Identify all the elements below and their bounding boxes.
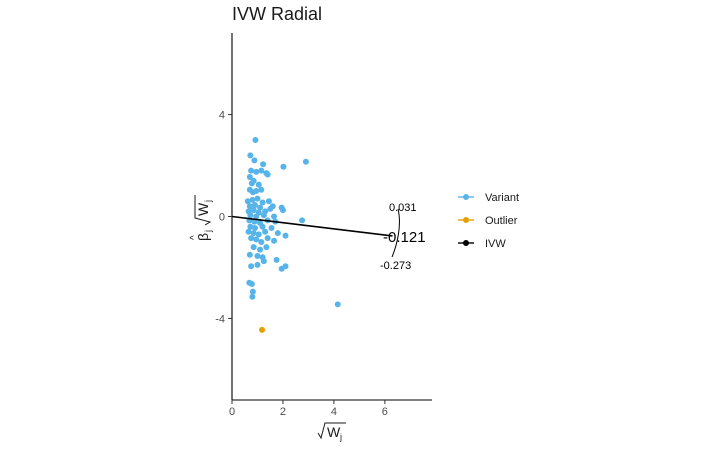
variant-point — [253, 236, 260, 243]
ivw-annotations: 0.031 -0.121 -0.273 — [380, 202, 426, 272]
svg-text:j: j — [203, 230, 213, 233]
variant-point — [248, 235, 255, 242]
chart-title: IVW Radial — [232, 4, 322, 24]
variant-point — [250, 244, 257, 251]
variant-point — [255, 181, 262, 188]
y-tick-label: 0 — [219, 212, 225, 224]
variant-point — [258, 167, 265, 174]
variant-point — [251, 202, 258, 209]
variant-point — [274, 230, 281, 237]
variant-point — [248, 281, 255, 288]
variant-point — [260, 161, 267, 168]
svg-text:W: W — [195, 202, 211, 216]
variant-point — [259, 223, 266, 230]
variant-point — [260, 212, 267, 219]
variant-point — [257, 204, 264, 211]
variant-point — [258, 186, 265, 193]
ticks: 0 2 4 6 -4 0 4 — [215, 110, 388, 418]
variant-point — [259, 199, 266, 206]
legend-key-dot — [463, 217, 469, 223]
variant-point — [262, 228, 269, 235]
variant-point — [251, 224, 258, 231]
variant-point — [254, 261, 261, 268]
variant-point — [279, 207, 286, 214]
legend-label: Variant — [485, 192, 519, 204]
variant-point — [250, 207, 257, 214]
variant-point — [246, 251, 253, 258]
points — [244, 137, 341, 333]
variant-point — [265, 198, 272, 205]
upper-ci-label: 0.031 — [389, 202, 417, 214]
ci-arc — [391, 208, 400, 258]
variant-point — [264, 235, 271, 242]
variant-point — [302, 158, 309, 165]
y-tick-label: 4 — [219, 110, 225, 122]
variant-point — [299, 217, 306, 224]
estimate-label: -0.121 — [383, 229, 426, 246]
variant-point — [282, 263, 289, 270]
variant-point — [257, 246, 264, 253]
legend: Variant Outlier IVW — [458, 192, 519, 250]
variant-point — [264, 171, 271, 178]
svg-text:β: β — [195, 233, 211, 241]
lower-ci-label: -0.273 — [380, 260, 411, 272]
variant-point — [246, 173, 253, 180]
svg-text:j: j — [339, 432, 342, 442]
variant-point — [249, 189, 256, 196]
variant-point — [271, 213, 278, 220]
variant-point — [247, 223, 254, 230]
variant-point — [249, 293, 256, 300]
y-tick-label: -4 — [215, 313, 225, 325]
variant-point — [282, 232, 289, 239]
variant-point — [334, 301, 341, 308]
legend-label: IVW — [485, 238, 506, 250]
svg-text:W: W — [327, 424, 341, 440]
x-tick-label: 4 — [331, 406, 337, 418]
variant-point — [267, 205, 274, 212]
variant-point — [251, 157, 258, 164]
ivw-layer — [231, 215, 393, 237]
variant-point — [245, 228, 252, 235]
x-axis-title: W j — [317, 422, 346, 442]
variant-point — [248, 167, 255, 174]
variant-point — [263, 244, 270, 251]
ivw-line — [231, 215, 393, 237]
outlier-point — [259, 326, 266, 333]
variant-point — [253, 213, 260, 220]
variant-point — [250, 230, 257, 237]
legend-label: Outlier — [485, 215, 518, 227]
variant-point — [244, 198, 251, 205]
variant-point — [254, 195, 261, 202]
variant-point — [273, 256, 280, 263]
variant-point — [247, 212, 254, 219]
svg-text:^: ^ — [189, 235, 200, 240]
variant-point — [248, 180, 255, 187]
y-axis-title: β ^ j W j — [189, 195, 213, 241]
x-tick-label: 2 — [280, 406, 286, 418]
variant-point — [260, 258, 267, 265]
svg-text:j: j — [203, 200, 213, 203]
variant-point — [248, 263, 255, 270]
variant-point — [249, 288, 256, 295]
plot-area: 0 2 4 6 -4 0 4 — [215, 33, 432, 418]
variant-point — [246, 203, 253, 210]
variant-point — [249, 196, 256, 203]
variant-point — [247, 152, 254, 159]
variant-point — [254, 253, 261, 260]
x-tick-label: 0 — [229, 406, 235, 418]
variant-point — [268, 224, 275, 231]
variant-point — [258, 238, 265, 245]
variant-point — [255, 231, 262, 238]
variant-point — [252, 137, 259, 144]
legend-key-dot — [463, 194, 469, 200]
variant-point — [271, 237, 278, 244]
variant-point — [280, 163, 287, 170]
x-tick-label: 6 — [382, 406, 388, 418]
variant-point — [253, 168, 260, 175]
legend-key-dot — [463, 240, 469, 246]
